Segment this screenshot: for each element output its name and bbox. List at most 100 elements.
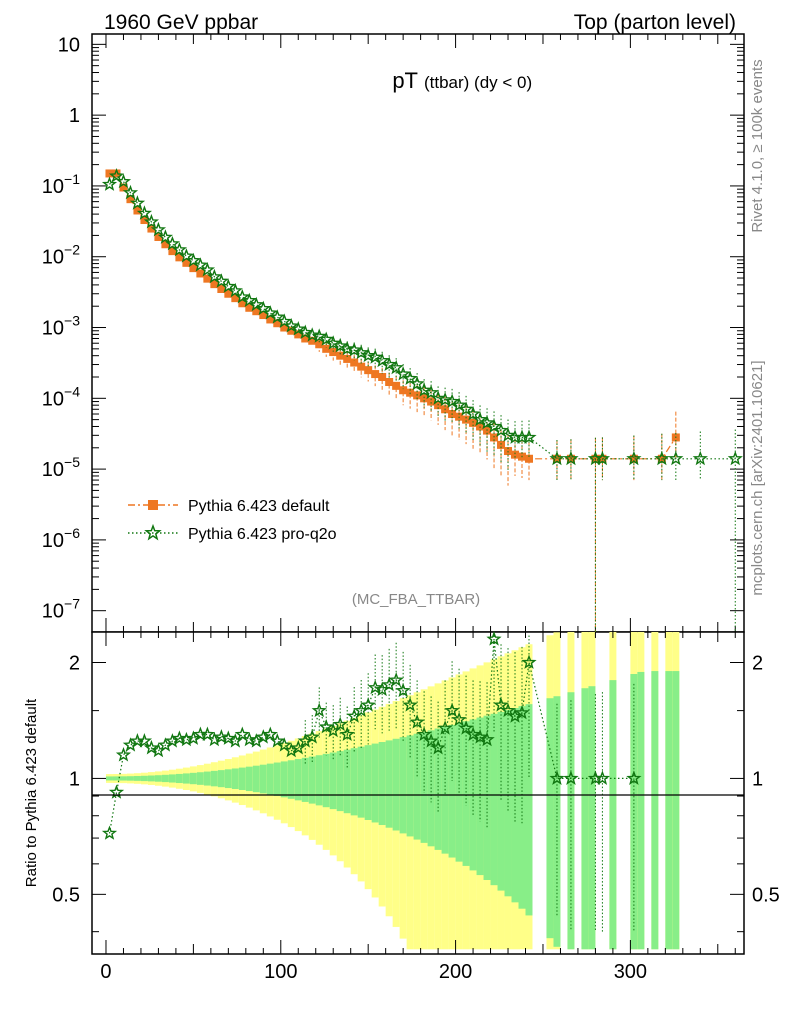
ratio-y-tick-label-right: 0.5 [752, 884, 780, 906]
ratio-band-green [210, 770, 218, 787]
ratio-marker-pro [339, 726, 355, 741]
marker-pro [171, 241, 188, 257]
marker-default [329, 348, 338, 357]
ratio-y-tick-label-right: 2 [752, 652, 763, 674]
ratio-band-green [518, 706, 526, 909]
marker-default [210, 280, 219, 289]
ratio-band-green [476, 717, 484, 876]
marker-pro [227, 282, 243, 298]
ratio-band-green [406, 735, 414, 837]
ratio-band-green [133, 776, 141, 781]
ratio-marker-pro [262, 726, 278, 741]
legend-marker-square [148, 500, 158, 510]
ratio-axis-ticks: 0.5 0.5 1 1 2 2 [52, 652, 780, 933]
x-tick-label: 0 [100, 961, 111, 983]
main-y-tick-label: 10−1 [42, 171, 80, 198]
marker-pro [409, 375, 425, 391]
marker-pro [297, 324, 313, 340]
analysis-watermark: (MC_FBA_TTBAR) [352, 591, 480, 608]
marker-pro [150, 221, 167, 237]
ratio-band-green [525, 704, 533, 916]
ratio-marker-pro [171, 730, 188, 745]
ratio-band-green [546, 698, 554, 939]
marker-default [203, 274, 212, 283]
marker-default [287, 326, 296, 335]
ratio-marker-pro [234, 726, 250, 741]
ratio-band-green [273, 762, 281, 796]
ratio-band-green [175, 773, 183, 784]
legend-label-default: Pythia 6.423 default [188, 498, 330, 515]
marker-pro [692, 450, 708, 466]
ratio-band-green [364, 745, 372, 820]
ratio-band-green [280, 761, 288, 798]
marker-default [420, 394, 429, 403]
ratio-marker-pro [402, 697, 418, 712]
ratio-band-green [301, 757, 309, 802]
marker-pro [451, 397, 467, 412]
mcplots-label: mcplots.cern.ch [arXiv:2401.10621] [749, 360, 766, 595]
marker-pro [185, 252, 202, 268]
ratio-band-green [168, 774, 176, 783]
ratio-band-green [238, 767, 246, 790]
marker-default [469, 418, 478, 427]
ratio-band-green [294, 759, 302, 801]
marker-default [497, 440, 506, 449]
ratio-band-green [378, 742, 386, 826]
marker-default [427, 397, 436, 406]
ratio-band-green [511, 708, 519, 903]
marker-default [224, 289, 233, 298]
plot-title-main: pT [392, 68, 418, 93]
marker-pro [402, 370, 418, 386]
marker-pro [290, 321, 306, 336]
marker-pro [283, 318, 299, 333]
marker-default [189, 264, 198, 273]
marker-default [308, 336, 317, 345]
marker-pro [318, 331, 334, 346]
rivet-version-label: Rivet 4.1.0, ≥ 100k events [749, 59, 766, 232]
ratio-band-green [322, 753, 330, 808]
ratio-marker-pro [451, 711, 467, 727]
ratio-band-green [336, 751, 344, 812]
ratio-band-green [224, 769, 232, 789]
marker-pro [157, 229, 174, 244]
x-tick-label: 300 [614, 961, 647, 983]
marker-default [217, 285, 226, 294]
marker-default [119, 183, 128, 192]
ratio-marker-pro [269, 733, 285, 748]
ratio-marker-pro [388, 672, 404, 687]
marker-default [350, 358, 359, 367]
marker-pro [234, 289, 250, 304]
ratio-band-green [672, 671, 680, 950]
marker-pro [423, 384, 439, 400]
marker-default [524, 454, 533, 463]
marker-pro [339, 340, 355, 356]
ratio-band-green [343, 749, 351, 814]
ratio-band-green [147, 775, 155, 782]
ratio-band-green [637, 671, 645, 950]
ratio-marker-pro [143, 739, 160, 755]
marker-default [629, 454, 638, 463]
ratio-marker-pro [458, 720, 474, 735]
ratio-band-green [392, 738, 400, 831]
process-label: Top (parton level) [574, 11, 736, 34]
marker-pro [122, 184, 139, 200]
marker-pro [472, 411, 488, 427]
marker-default [343, 354, 352, 363]
marker-default [147, 224, 156, 233]
ratio-marker-pro [563, 770, 579, 785]
main-y-tick-label: 1 [69, 105, 80, 127]
ratio-marker-pro [395, 682, 411, 698]
marker-default [357, 362, 366, 371]
marker-default [294, 330, 303, 339]
x-tick-label: 200 [439, 961, 472, 983]
ratio-band-green [161, 774, 169, 783]
ratio-band-green [308, 756, 316, 804]
marker-default [315, 340, 324, 349]
marker-pro [332, 337, 348, 353]
marker-pro [255, 300, 271, 316]
ratio-marker-pro [241, 731, 257, 747]
ratio-band-green [651, 671, 659, 950]
marker-pro [479, 414, 495, 430]
marker-pro [465, 405, 481, 421]
ratio-band-green [413, 733, 421, 840]
